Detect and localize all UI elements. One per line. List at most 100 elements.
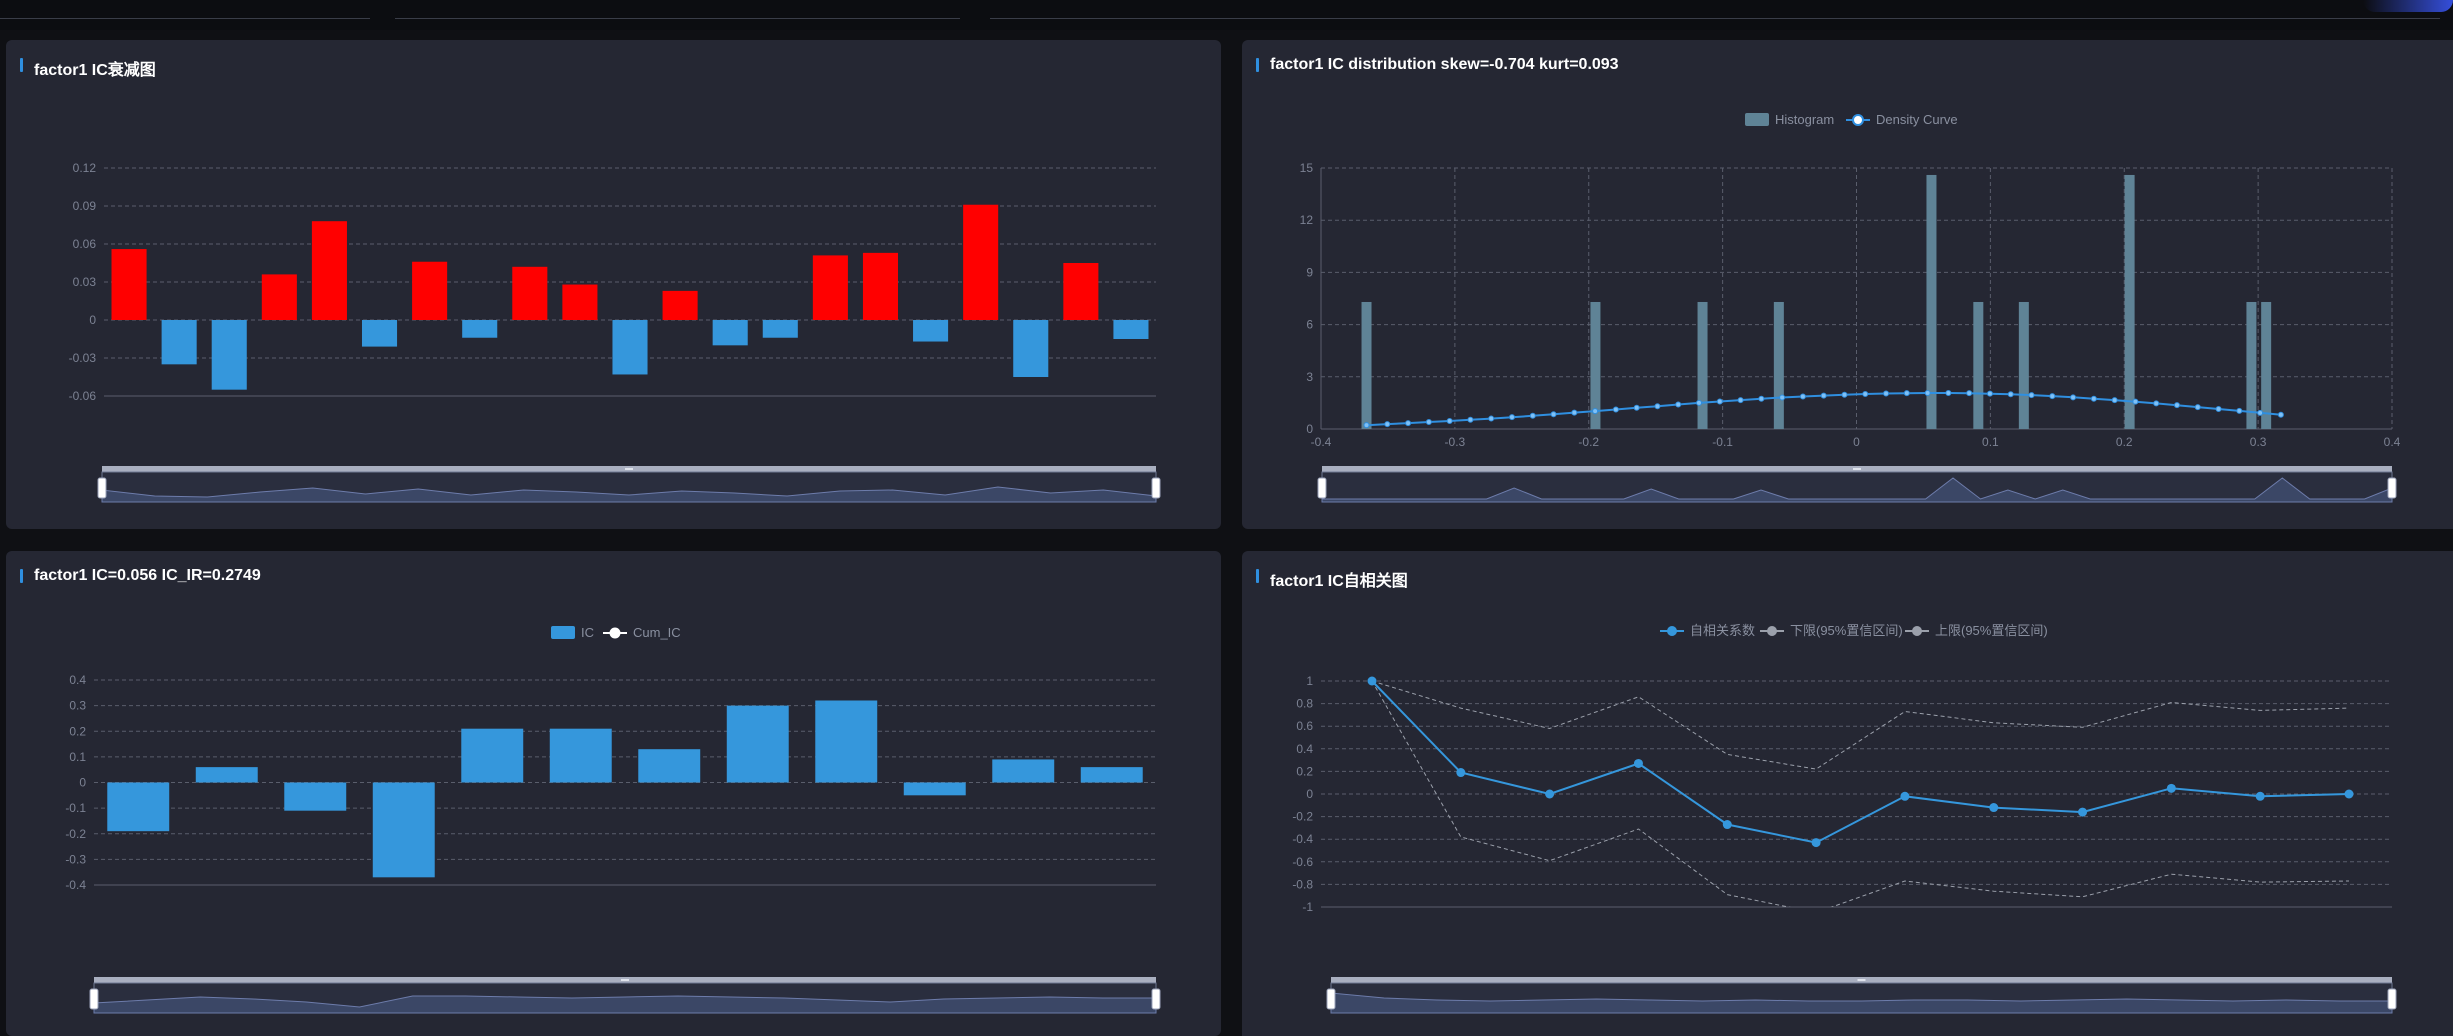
acf-point	[1456, 768, 1466, 778]
zoom-slider-right-handle[interactable]	[2387, 988, 2397, 1010]
histogram-bar	[2261, 301, 2272, 429]
zoom-slider-preview	[93, 995, 1157, 1014]
zoom-slider-left-handle[interactable]	[97, 477, 107, 499]
bar	[815, 700, 878, 783]
density-point	[1779, 394, 1786, 401]
density-point	[1799, 393, 1806, 400]
density-point	[1592, 408, 1599, 415]
density-point	[1737, 397, 1744, 404]
acf-point	[1811, 838, 1821, 848]
y-tick-label: 0.8	[1296, 697, 1313, 711]
y-tick-label: -0.4	[65, 878, 86, 892]
legend-cum-ic-label[interactable]: Cum_IC	[633, 625, 681, 640]
zoom-slider-grip[interactable]	[1857, 979, 1866, 981]
panel-title: factor1 IC衰减图	[34, 62, 156, 79]
density-point	[1529, 412, 1536, 419]
legend-lower-label[interactable]: 下限(95%置信区间)	[1790, 623, 1903, 638]
legend-density-label[interactable]: Density Curve	[1876, 112, 1958, 127]
y-tick-label: 0.6	[1296, 719, 1313, 733]
density-point	[1862, 391, 1869, 398]
zoom-slider-left-handle[interactable]	[1326, 988, 1336, 1010]
bar	[512, 266, 548, 320]
density-point	[1696, 399, 1703, 406]
legend-upper-label[interactable]: 上限(95%置信区间)	[1935, 623, 2048, 638]
bar	[195, 767, 258, 783]
density-point	[2111, 397, 2118, 404]
y-tick-label: 0.03	[73, 275, 97, 289]
histogram-bar	[1361, 301, 1372, 429]
density-point	[2257, 409, 2264, 416]
bar	[111, 249, 147, 320]
y-tick-label: 3	[1306, 370, 1313, 384]
zoom-slider-grip[interactable]	[1853, 468, 1861, 470]
title-accent-bar	[1256, 569, 1259, 583]
y-tick-label: -0.4	[1292, 832, 1313, 846]
legend-ic-swatch[interactable]	[551, 626, 575, 639]
legend-lower-marker[interactable]	[1767, 626, 1777, 636]
zoom-slider-grip[interactable]	[621, 979, 629, 981]
bar	[1013, 320, 1049, 377]
density-point	[1758, 395, 1765, 402]
top-strip-glow	[2363, 0, 2453, 12]
histogram-bar	[2124, 174, 2135, 429]
density-point	[1612, 406, 1619, 413]
acf-point	[1722, 820, 1732, 830]
density-point	[2277, 411, 2284, 418]
histogram-bar	[1590, 301, 1601, 429]
zoom-slider-left-handle[interactable]	[89, 988, 99, 1010]
ic-chart: IC Cum_IC 0.4 0.3 0.2 0.1 0 -0.1 -0.2 -0.3 -0.4	[65, 625, 1161, 1014]
title-accent-bar	[20, 58, 23, 72]
density-point	[2194, 404, 2201, 411]
legend-acf-marker[interactable]	[1667, 626, 1677, 636]
ic-distribution-panel: factor1 IC distribution skew=-0.704 kurt…	[1242, 40, 2453, 529]
bar	[1113, 320, 1149, 339]
histogram-bar	[2246, 301, 2257, 429]
zoom-slider-right-handle[interactable]	[1151, 988, 1161, 1010]
x-tick-label: 0.4	[2384, 435, 2401, 449]
density-point	[2132, 398, 2139, 405]
density-point	[1675, 401, 1682, 408]
legend-acf-label[interactable]: 自相关系数	[1690, 623, 1755, 638]
acf-point	[2255, 791, 2265, 801]
density-point	[1883, 390, 1890, 397]
bar	[211, 320, 247, 390]
legend-cum-ic-marker[interactable]	[609, 627, 621, 639]
y-tick-label: 0.2	[69, 724, 86, 738]
y-tick-label: 12	[1300, 213, 1314, 227]
y-tick-label: 1	[1306, 674, 1313, 688]
bar	[762, 320, 798, 338]
y-tick-label: -0.2	[65, 827, 86, 841]
legend-histogram-swatch[interactable]	[1745, 113, 1769, 126]
ic-decay-chart: 0.12 0.09 0.06 0.03 0 -0.03 -0.06	[69, 161, 1161, 503]
bar	[161, 320, 197, 365]
density-point	[2236, 407, 2243, 414]
bar	[461, 728, 524, 783]
x-tick-label: 0.3	[2250, 435, 2267, 449]
ic-autocorrelation-chart: 自相关系数 下限(95%置信区间) 上限(95%置信区间) 1 0.8 0.6 0.4 0.2…	[1292, 623, 2397, 1014]
legend-ic-label[interactable]: IC	[581, 625, 594, 640]
title-accent-bar	[1256, 58, 1259, 72]
density-point	[1654, 403, 1661, 410]
top-strip-segment	[395, 0, 960, 19]
zoom-slider-preview	[1321, 477, 2393, 503]
y-tick-label: 0.3	[69, 699, 86, 713]
legend-histogram-label[interactable]: Histogram	[1775, 112, 1834, 127]
density-point	[1945, 389, 1952, 396]
y-tick-label: 0.1	[69, 750, 86, 764]
zoom-slider-right-handle[interactable]	[2387, 477, 2397, 499]
density-point	[1986, 390, 1993, 397]
y-tick-label: -0.8	[1292, 877, 1313, 891]
panel-title: factor1 IC=0.056 IC_IR=0.2749	[34, 567, 261, 584]
bar	[361, 320, 398, 347]
bar	[1063, 263, 1099, 320]
acf-point	[1545, 789, 1555, 799]
zoom-slider-track[interactable]	[1321, 471, 2393, 503]
density-point	[2049, 393, 2056, 400]
zoom-slider-right-handle[interactable]	[1151, 477, 1161, 499]
histogram-bar	[2018, 301, 2029, 429]
zoom-slider-grip[interactable]	[625, 468, 633, 470]
legend-upper-marker[interactable]	[1912, 626, 1922, 636]
legend-density-marker[interactable]	[1852, 114, 1864, 126]
zoom-slider-left-handle[interactable]	[1317, 477, 1327, 499]
